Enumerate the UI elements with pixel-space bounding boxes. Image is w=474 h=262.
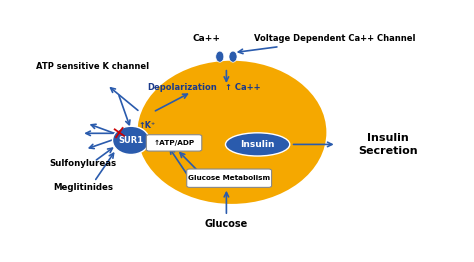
Text: Insulin
Secretion: Insulin Secretion	[358, 133, 418, 156]
Text: SUR1: SUR1	[118, 136, 144, 145]
Ellipse shape	[137, 60, 328, 205]
Text: ↑ Ca++: ↑ Ca++	[225, 83, 261, 92]
Text: Sulfonylureas: Sulfonylureas	[50, 159, 117, 168]
FancyBboxPatch shape	[146, 135, 202, 151]
Text: Glucose: Glucose	[205, 219, 248, 229]
Ellipse shape	[229, 51, 237, 62]
Ellipse shape	[216, 51, 224, 62]
Text: ↑ATP/ADP: ↑ATP/ADP	[154, 140, 195, 146]
Ellipse shape	[112, 126, 149, 155]
Text: Glucose Metabolism: Glucose Metabolism	[188, 175, 270, 181]
Text: ATP sensitive K channel: ATP sensitive K channel	[36, 62, 149, 71]
Text: Meglitinides: Meglitinides	[53, 183, 113, 192]
Text: ✕: ✕	[111, 124, 129, 144]
Text: Voltage Dependent Ca++ Channel: Voltage Dependent Ca++ Channel	[254, 34, 416, 43]
Text: ↑K⁺: ↑K⁺	[138, 121, 155, 130]
Text: Depolarization: Depolarization	[147, 83, 217, 92]
Ellipse shape	[226, 133, 290, 156]
FancyBboxPatch shape	[187, 169, 272, 187]
Text: Insulin: Insulin	[240, 140, 275, 149]
Text: Ca++: Ca++	[192, 34, 220, 43]
